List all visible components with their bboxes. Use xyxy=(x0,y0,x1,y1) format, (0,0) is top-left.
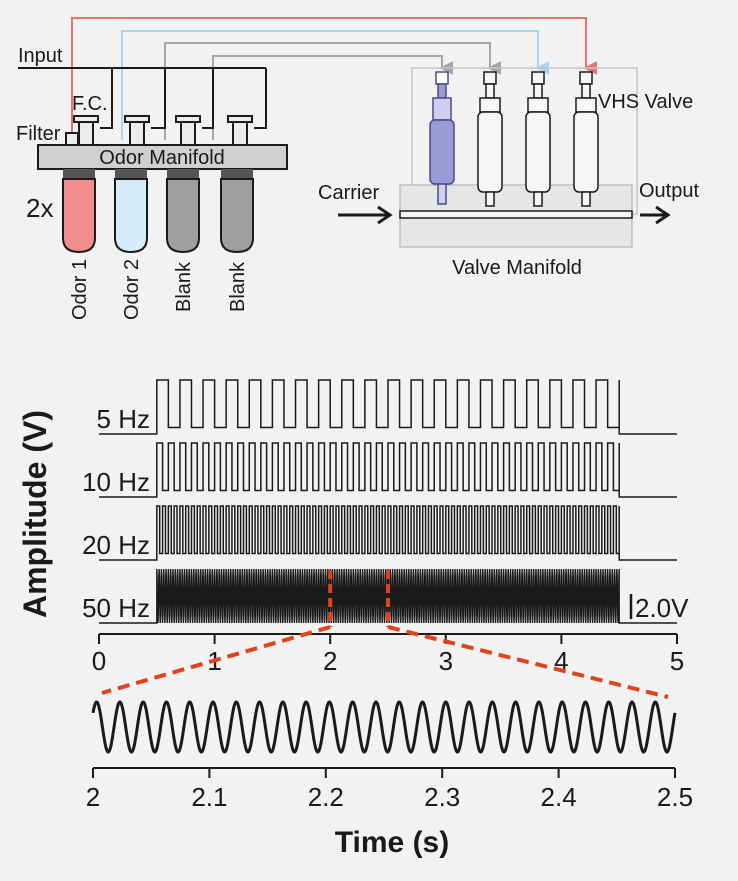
odor-manifold-label: Odor Manifold xyxy=(99,147,225,169)
y-axis-label: Amplitude (V) xyxy=(17,410,53,618)
input-branch-3 xyxy=(202,68,214,129)
fc-label: F.C. xyxy=(72,93,108,115)
zoom-x-tick-label: 2.5 xyxy=(657,782,693,812)
zoom-x-tick-label: 2.1 xyxy=(191,782,227,812)
series-label-10hz: 10 Hz xyxy=(82,467,150,497)
vhs-valve xyxy=(525,71,551,207)
filter-block xyxy=(65,132,79,146)
zoom-x-tick-label: 2.3 xyxy=(424,782,460,812)
odor2-route-line xyxy=(121,30,550,140)
zoom-connector-right xyxy=(387,625,669,699)
odor1-route-line xyxy=(71,17,598,140)
zoom-indicator xyxy=(101,570,669,699)
zoom-connector-left xyxy=(101,625,331,695)
vhs-valve-active xyxy=(429,71,455,205)
odor-manifold xyxy=(37,144,288,170)
input-branch-1 xyxy=(100,68,113,129)
zoom-trace-chart: 2 2.1 2.2 2.3 2.4 2.5 Time (s) xyxy=(86,700,693,859)
vial-body xyxy=(220,178,254,254)
vial-odor-1: Odor 1 xyxy=(62,169,96,320)
trace-20hz xyxy=(99,505,677,561)
vial-blank-2: Blank xyxy=(220,169,254,312)
x-tick-label: 5 xyxy=(670,646,684,676)
zoom-x-tick-label: 2.4 xyxy=(541,782,577,812)
main-series-layer: 5 Hz 10 Hz 20 Hz 50 Hz xyxy=(82,379,677,624)
vial-label: Odor 1 xyxy=(69,259,91,320)
flow-controllers xyxy=(73,115,253,146)
multiplier-label: 2x xyxy=(26,193,53,223)
valve-label: VHS Valve xyxy=(598,91,693,113)
filter-label: Filter xyxy=(16,123,61,145)
vhs-valve xyxy=(573,71,599,207)
zoom-x-tick-label: 2.2 xyxy=(308,782,344,812)
input-label: Input xyxy=(18,45,63,67)
vial-cap xyxy=(115,169,147,179)
output-arrow xyxy=(640,205,671,225)
input-branch-4 xyxy=(254,68,267,129)
vial-body xyxy=(114,178,148,254)
input-branch-2 xyxy=(151,68,166,129)
vhs-valve xyxy=(477,71,503,207)
vial-cap xyxy=(63,169,95,179)
zoom-trace xyxy=(91,700,677,754)
vial-cap xyxy=(167,169,199,179)
trace-10hz xyxy=(99,442,677,498)
carrier-arrow xyxy=(338,205,393,225)
vial-odor-2: Odor 2 xyxy=(114,169,148,320)
trace-50hz xyxy=(99,568,677,624)
trace-5hz xyxy=(99,379,677,435)
zoom-x-tick-label: 2 xyxy=(86,782,100,812)
vial-body xyxy=(166,178,200,254)
x-tick-label: 3 xyxy=(439,646,453,676)
output-label: Output xyxy=(639,180,699,202)
series-label-50hz: 50 Hz xyxy=(82,593,150,623)
vial-cap xyxy=(221,169,253,179)
vial-label: Odor 2 xyxy=(121,259,143,320)
carrier-channel xyxy=(399,210,633,219)
zoom-series-layer xyxy=(91,700,677,754)
x-tick-label: 0 xyxy=(92,646,106,676)
odor-delivery-diagram: Input F.C. Filter 2x Odor Manifold Odor … xyxy=(16,17,699,320)
vial-label: Blank xyxy=(227,261,249,312)
scale-bar: 2.0V xyxy=(629,593,689,623)
zoom-x-axis: 2 2.1 2.2 2.3 2.4 2.5 xyxy=(86,767,693,812)
zoom-x-axis-label: Time (s) xyxy=(335,826,449,859)
valve-manifold-label: Valve Manifold xyxy=(452,257,582,279)
scale-bar-label: 2.0V xyxy=(635,593,689,623)
vial-blank-1: Blank xyxy=(166,169,200,312)
series-label-5hz: 5 Hz xyxy=(97,404,150,434)
vial-label: Blank xyxy=(173,261,195,312)
x-tick-label: 2 xyxy=(323,646,337,676)
carrier-label: Carrier xyxy=(318,182,379,204)
vial-body xyxy=(62,178,96,254)
series-label-20hz: 20 Hz xyxy=(82,530,150,560)
